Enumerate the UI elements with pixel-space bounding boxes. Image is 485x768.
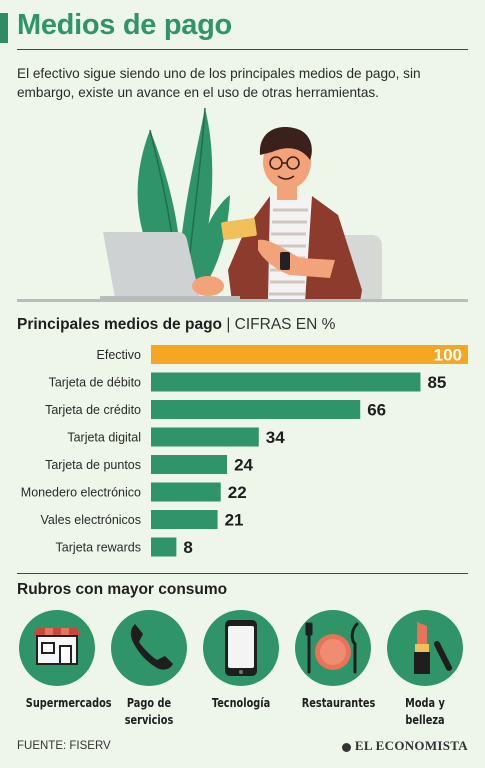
value-label: 22: [228, 483, 247, 502]
intro-text: El efectivo sigue siendo uno de los prin…: [17, 66, 421, 100]
title-divider: [17, 49, 468, 50]
category-label: Monedero electrónico: [21, 486, 141, 500]
value-label: 24: [234, 456, 253, 475]
category-label: Tecnología: [211, 695, 271, 710]
category-label: Tarjeta digital: [67, 431, 141, 445]
plate-cutlery-icon: [295, 610, 371, 686]
value-label: 85: [427, 373, 446, 392]
bar: [151, 400, 361, 419]
payment-methods-bar-chart: Efectivo 100 Tarjeta de débito 85 Tarjeta de…: [21, 345, 468, 557]
brand-logo: EL ECONOMISTA: [341, 738, 468, 754]
smartphone-icon: [203, 610, 279, 686]
value-label: 8: [183, 538, 192, 557]
value-label: 34: [266, 428, 285, 447]
category-label: Efectivo: [97, 348, 142, 362]
value-label: 21: [225, 511, 244, 530]
value-label: 100: [434, 346, 462, 365]
section-divider: [17, 573, 468, 574]
consumption-title: Rubros con mayor consumo: [17, 581, 228, 598]
supermarket-icon: [19, 610, 95, 686]
category-services: Pago de servicios: [109, 610, 189, 728]
bar: [151, 372, 421, 392]
phone-icon: [111, 610, 187, 686]
title-accent-bar: [0, 13, 8, 43]
bar: [151, 345, 468, 364]
bar: [151, 510, 218, 529]
category-supermarkets: Supermercados: [17, 610, 112, 711]
category-label: Restaurantes: [301, 695, 376, 710]
lipstick-icon: [387, 610, 463, 686]
bar: [151, 537, 177, 557]
bar: [151, 455, 228, 474]
category-label: Tarjeta de débito: [49, 376, 141, 390]
chart-subtitle: | CIFRAS EN %: [226, 316, 336, 333]
category-label: Supermercados: [25, 695, 112, 710]
source-note: FUENTE: FISERV: [17, 740, 111, 752]
category-label: Tarjeta de crédito: [45, 403, 141, 417]
consumption-categories: Supermercados Pago de servicios Tecnolog…: [17, 610, 477, 730]
person-laptop-illustration: [17, 107, 468, 302]
category-label: Moda y belleza: [405, 695, 445, 727]
page-title: Medios de pago: [17, 9, 232, 41]
category-label: Vales electrónicos: [40, 513, 141, 527]
bar: [151, 427, 259, 447]
category-technology: Tecnología: [201, 610, 281, 711]
category-fashion-beauty: Moda y belleza: [385, 610, 465, 728]
category-label: Tarjeta de puntos: [45, 458, 141, 472]
category-label: Tarjeta rewards: [56, 541, 141, 555]
brand-mark-icon: [341, 742, 351, 752]
chart-title: Principales medios de pago | CIFRAS EN %: [17, 316, 335, 334]
brand-name: EL ECONOMISTA: [354, 738, 468, 753]
chart-title-text: Principales medios de pago: [17, 316, 223, 333]
category-restaurants: Restaurantes: [293, 610, 376, 711]
category-label: Pago de servicios: [124, 695, 174, 727]
bar: [151, 482, 221, 502]
value-label: 66: [367, 401, 386, 420]
